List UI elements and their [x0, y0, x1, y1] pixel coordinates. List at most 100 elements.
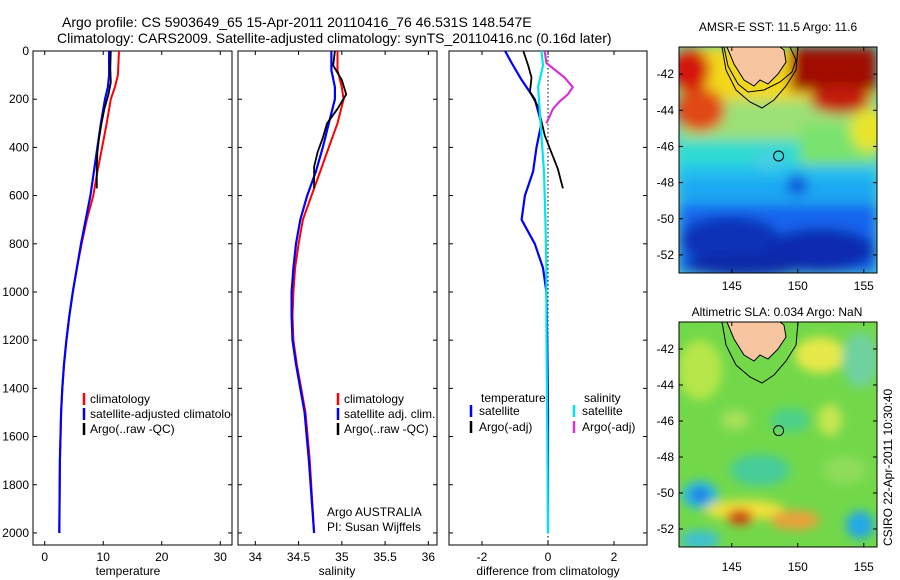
legend-label-temp-argo: Argo(-adj): [479, 420, 532, 434]
temperature-plot-frame: [32, 50, 233, 546]
lon-tick-label: 155: [854, 279, 874, 293]
lat-tick-label: -44: [657, 103, 675, 117]
temperature-legend: climatology satellite-adjusted climatolo…: [82, 392, 243, 436]
legend-label-sal-satellite: satellite: [582, 404, 623, 418]
lon-tick-label: 150: [788, 560, 808, 574]
y-tick-label: 1400: [2, 381, 29, 395]
lat-tick-label: -48: [657, 176, 675, 190]
salinity-y-ticks: [238, 50, 437, 534]
salinity-plot-frame: [237, 50, 438, 546]
lon-tick-label: 150: [788, 279, 808, 293]
sla-map-panel: Altimetric SLA: 0.034 Argo: NaN: [657, 305, 878, 574]
sla-map-frame: [678, 321, 878, 548]
sla-lat-axis: -42 -44 -46 -48 -50 -52: [657, 342, 877, 536]
sst-lon-axis: 145 150 155: [722, 47, 874, 293]
lat-tick-label: -42: [657, 342, 675, 356]
lon-tick-label: 145: [722, 279, 742, 293]
difference-xlabel: difference from climatology: [476, 564, 619, 578]
lat-tick-label: -52: [657, 248, 675, 262]
credit-line2: PI: Susan Wijffels: [327, 520, 421, 534]
series-line-satellite-adj-clim: [290, 51, 336, 534]
legend-label-climatology: climatology: [344, 392, 404, 406]
y-tick-label: 200: [9, 92, 29, 106]
sst-lat-axis: -42 -44 -46 -48 -50 -52: [657, 67, 877, 262]
x-tick-label: 34: [249, 550, 263, 564]
legend-label-argo: Argo(..raw -QC): [90, 422, 175, 436]
x-tick-label: 0: [41, 550, 48, 564]
salinity-panel: 34 34.5 35 35.5 36 salinity climatology sate…: [237, 50, 438, 578]
difference-x-axis: -2 0 2: [477, 51, 618, 564]
x-tick-label: 35: [335, 550, 349, 564]
lat-tick-label: -50: [657, 486, 675, 500]
lat-tick-label: -42: [657, 67, 675, 81]
y-tick-label: 2000: [2, 526, 29, 540]
tasmania-landmass: [726, 322, 787, 362]
lon-tick-label: 145: [722, 560, 742, 574]
argo-float-marker: [773, 425, 785, 437]
temperature-x-axis: 0 10 20 30: [41, 51, 227, 564]
x-tick-label: 34.5: [287, 550, 311, 564]
lat-tick-label: -50: [657, 212, 675, 226]
lat-tick-label: -52: [657, 522, 675, 536]
series-line-argo-raw-qc: [313, 50, 348, 189]
y-tick-label: 1800: [2, 478, 29, 492]
sst-map-field: [679, 47, 877, 273]
x-tick-label: 35.5: [373, 550, 397, 564]
sst-map-panel: AMSR-E SST: 11.5 Argo: 11.6: [657, 20, 878, 293]
salinity-series: [290, 50, 348, 534]
credit-line1: Argo AUSTRALIA: [327, 505, 422, 519]
salinity-x-axis: 34 34.5 35 35.5 36: [249, 51, 436, 564]
figure-title-line2: Climatology: CARS2009. Satellite-adjuste…: [57, 30, 612, 46]
x-tick-label: 36: [422, 550, 436, 564]
x-tick-label: 2: [611, 550, 618, 564]
sla-land-outline: [721, 322, 799, 384]
x-tick-label: 0: [545, 550, 552, 564]
sla-map-title: Altimetric SLA: 0.034 Argo: NaN: [692, 305, 863, 319]
legend-label-temp-satellite: satellite: [479, 404, 520, 418]
sst-map-title: AMSR-E SST: 11.5 Argo: 11.6: [699, 20, 858, 34]
timestamp-stamp: CSIRO 22-Apr-2011 10:30:40: [881, 388, 895, 546]
difference-panel: -2 0 2 difference from climatology tempera…: [448, 50, 648, 578]
difference-series: [504, 50, 574, 534]
temperature-panel: 0 200 400 600 800 1000 1200 1400 1600 1800 2000 0 1…: [2, 44, 243, 578]
legend-title-salinity: salinity: [584, 391, 621, 405]
series-line-satellite-adjusted-climatology: [58, 51, 111, 534]
legend-label-argo: Argo(..raw -QC): [344, 422, 429, 436]
lon-tick-label: 155: [854, 560, 874, 574]
series-line-argo-raw-qc: [95, 50, 112, 189]
y-tick-label: 1000: [2, 285, 29, 299]
figure-title-line1: Argo profile: CS 5903649_65 15-Apr-2011 …: [62, 14, 532, 30]
sla-map-field: [679, 322, 877, 547]
salinity-legend: climatology satellite adj. clim. Argo(..…: [336, 392, 435, 436]
y-tick-label: 400: [9, 140, 29, 154]
series-line-salinity-argo-adj: [543, 50, 574, 124]
lat-tick-label: -44: [657, 378, 675, 392]
argo-float-marker: [773, 150, 785, 162]
y-tick-label: 0: [22, 44, 29, 58]
temperature-xlabel: temperature: [96, 564, 161, 578]
y-tick-label: 1600: [2, 430, 29, 444]
salinity-xlabel: salinity: [319, 564, 356, 578]
difference-legend: temperature salinity satellite Argo(-adj…: [469, 391, 635, 434]
series-line-salinity-satellite: [536, 50, 550, 534]
depth-axis: 0 200 400 600 800 1000 1200 1400 1600 1800 2000: [2, 44, 232, 540]
lat-tick-label: -48: [657, 450, 675, 464]
sst-map-frame: [678, 46, 878, 274]
legend-label-sal-argo: Argo(-adj): [582, 420, 635, 434]
y-tick-label: 600: [9, 189, 29, 203]
y-tick-label: 1200: [2, 333, 29, 347]
x-tick-label: -2: [477, 550, 488, 564]
x-tick-label: 20: [155, 550, 169, 564]
legend-label-satellite: satellite adj. clim.: [344, 407, 435, 421]
y-tick-label: 800: [9, 237, 29, 251]
difference-y-ticks: [449, 50, 647, 534]
sla-lon-axis: 145 150 155: [722, 322, 874, 574]
x-tick-label: 10: [97, 550, 111, 564]
tasmania-landmass: [726, 47, 787, 87]
legend-label-satellite: satellite-adjusted climatology: [90, 407, 243, 421]
lat-tick-label: -46: [657, 414, 675, 428]
x-tick-label: 30: [214, 550, 228, 564]
temperature-series: [58, 50, 120, 534]
legend-title-temperature: temperature: [481, 391, 546, 405]
